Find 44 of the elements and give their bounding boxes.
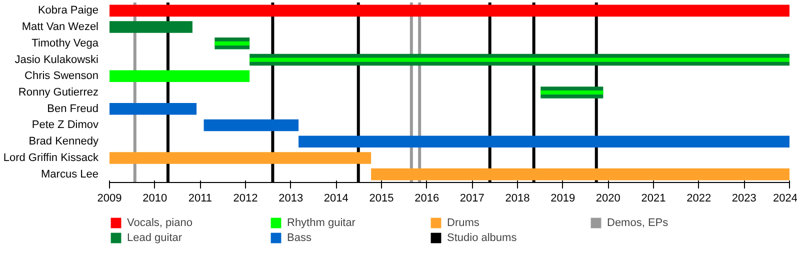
bar — [110, 4, 790, 17]
legend-label: Lead guitar — [127, 231, 184, 244]
x-tick-label: 2019 — [550, 192, 576, 204]
legend-label: Demos, EPs — [607, 216, 670, 229]
x-tick-label: 2024 — [773, 192, 798, 204]
y-tick-label: Lord Griffin Kissack — [3, 152, 99, 164]
legend-label: Bass — [287, 231, 312, 244]
x-tick-label: 2011 — [188, 192, 212, 204]
bar — [110, 152, 372, 164]
y-tick-label: Matt Van Wezel — [22, 21, 98, 34]
bar — [540, 90, 604, 95]
x-tick-label: 2021 — [641, 192, 666, 204]
bar — [204, 119, 299, 132]
x-tick-label: 2017 — [460, 192, 484, 204]
bar — [110, 102, 197, 115]
x-tick-label: 2023 — [732, 192, 756, 204]
legend-label: Studio albums — [447, 231, 518, 244]
y-tick-label: Jasio Kulakowski — [14, 54, 99, 66]
y-tick-label: Marcus Lee — [41, 168, 99, 180]
y-tick-label: Brad Kennedy — [28, 136, 99, 148]
x-tick-label: 2020 — [596, 192, 620, 204]
legend-label: Rhythm guitar — [287, 216, 356, 229]
bar — [250, 58, 790, 62]
y-tick-label: Timothy Vega — [32, 37, 100, 50]
legend-label: Vocals, piano — [127, 216, 194, 229]
y-tick-label: Pete Z Dimov — [32, 119, 99, 132]
bar — [298, 136, 790, 148]
bar — [110, 21, 192, 33]
x-tick-label: 2015 — [369, 192, 394, 204]
x-tick-label: 2018 — [505, 192, 530, 204]
x-tick-label: 2012 — [233, 192, 258, 204]
y-tick-label: Ronny Gutierrez — [18, 86, 99, 98]
y-tick-label: Kobra Paige — [38, 4, 99, 17]
x-tick-label: 2010 — [142, 192, 168, 204]
x-tick-label: 2014 — [324, 192, 348, 204]
x-tick-label: 2022 — [686, 192, 712, 204]
x-tick-label: 2013 — [278, 192, 304, 204]
legend-label: Drums — [447, 216, 480, 229]
bar — [371, 168, 790, 180]
x-tick-label: 2009 — [97, 192, 122, 204]
y-tick-label: Ben Freud — [47, 102, 99, 115]
x-tick-label: 2016 — [414, 192, 440, 204]
y-tick-label: Chris Swenson — [24, 70, 99, 82]
bar — [214, 41, 250, 46]
